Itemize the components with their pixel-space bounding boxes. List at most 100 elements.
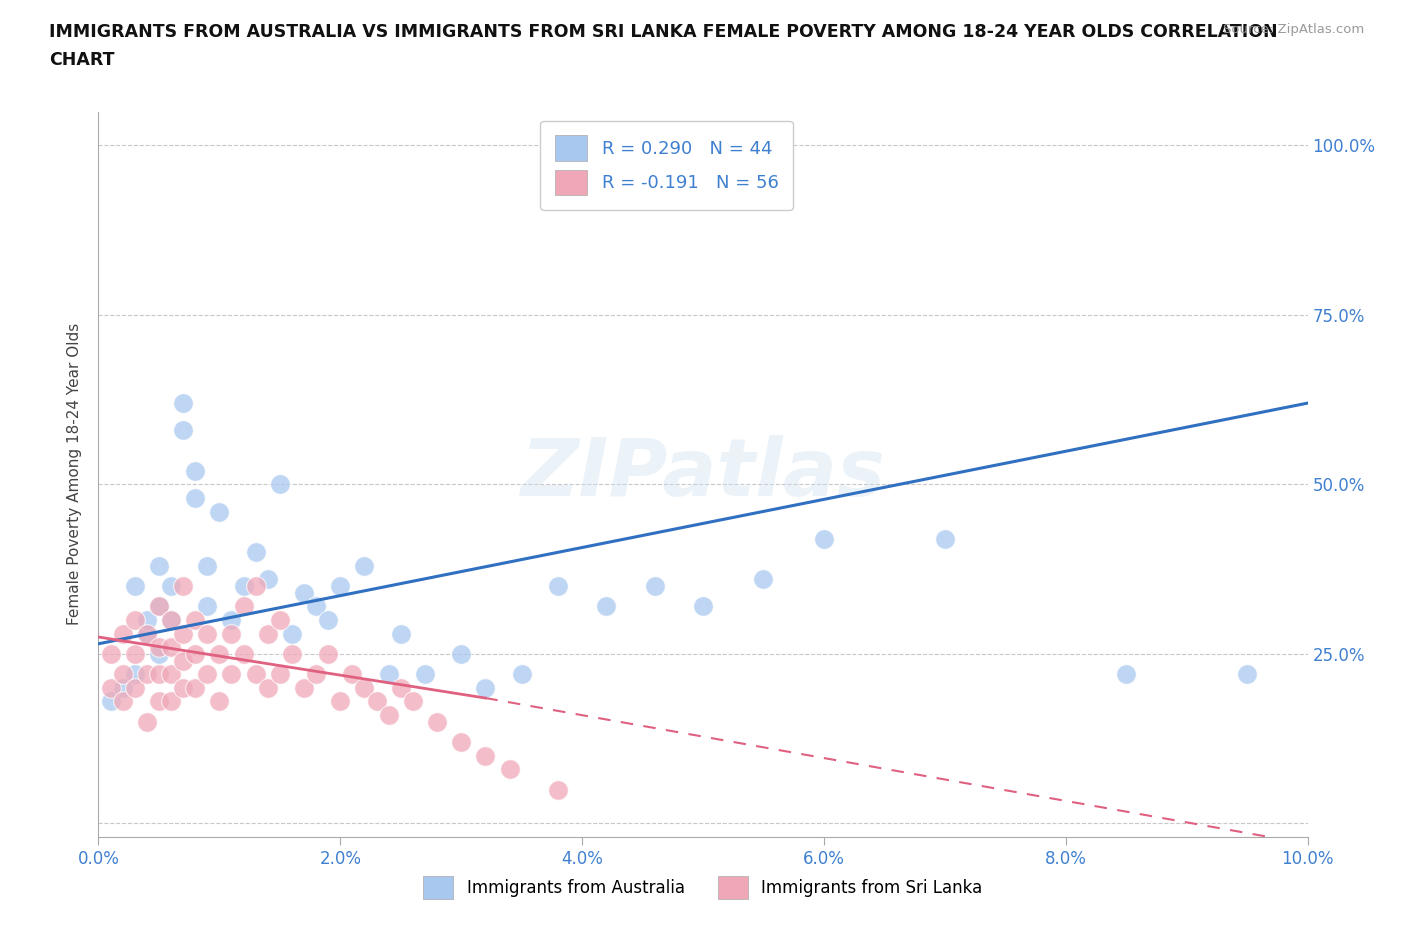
Point <box>813 531 835 546</box>
Point <box>269 613 291 628</box>
Point <box>389 681 412 696</box>
Point <box>124 578 146 593</box>
Point <box>281 626 304 641</box>
Point <box>195 558 218 573</box>
Point <box>752 572 775 587</box>
Point <box>316 646 339 661</box>
Point <box>292 586 315 601</box>
Point <box>208 694 231 709</box>
Point <box>148 640 170 655</box>
Point <box>148 646 170 661</box>
Point <box>256 626 278 641</box>
Point <box>195 667 218 682</box>
Point <box>172 681 194 696</box>
Point <box>644 578 666 593</box>
Point <box>232 599 254 614</box>
Point <box>413 667 436 682</box>
Point <box>208 646 231 661</box>
Point <box>124 681 146 696</box>
Point <box>172 626 194 641</box>
Point <box>172 423 194 438</box>
Point <box>474 749 496 764</box>
Point <box>160 613 183 628</box>
Point <box>256 572 278 587</box>
Point <box>292 681 315 696</box>
Point <box>148 599 170 614</box>
Point <box>232 646 254 661</box>
Point <box>402 694 425 709</box>
Point <box>269 477 291 492</box>
Point <box>329 578 352 593</box>
Point <box>245 545 267 560</box>
Point <box>172 653 194 668</box>
Point <box>124 667 146 682</box>
Text: Source: ZipAtlas.com: Source: ZipAtlas.com <box>1223 23 1364 36</box>
Point <box>389 626 412 641</box>
Point <box>232 578 254 593</box>
Point <box>245 667 267 682</box>
Point <box>135 613 157 628</box>
Point <box>221 667 243 682</box>
Point <box>269 667 291 682</box>
Point <box>329 694 352 709</box>
Point <box>148 599 170 614</box>
Point <box>474 681 496 696</box>
Point <box>934 531 956 546</box>
Point <box>184 681 207 696</box>
Point <box>184 613 207 628</box>
Point <box>160 578 183 593</box>
Point <box>135 714 157 729</box>
Point <box>111 626 134 641</box>
Point <box>450 735 472 750</box>
Point <box>160 640 183 655</box>
Point <box>547 782 569 797</box>
Point <box>221 626 243 641</box>
Point <box>316 613 339 628</box>
Point <box>342 667 364 682</box>
Point <box>305 599 328 614</box>
Point <box>510 667 533 682</box>
Point <box>111 694 134 709</box>
Text: IMMIGRANTS FROM AUSTRALIA VS IMMIGRANTS FROM SRI LANKA FEMALE POVERTY AMONG 18-2: IMMIGRANTS FROM AUSTRALIA VS IMMIGRANTS … <box>49 23 1278 41</box>
Point <box>135 626 157 641</box>
Point <box>100 694 122 709</box>
Point <box>547 578 569 593</box>
Point <box>221 613 243 628</box>
Text: ZIPatlas: ZIPatlas <box>520 435 886 513</box>
Point <box>426 714 449 729</box>
Point <box>498 762 520 777</box>
Point <box>100 681 122 696</box>
Text: CHART: CHART <box>49 51 115 69</box>
Point <box>692 599 714 614</box>
Point <box>184 463 207 478</box>
Point <box>450 646 472 661</box>
Point <box>100 646 122 661</box>
Legend: R = 0.290   N = 44, R = -0.191   N = 56: R = 0.290 N = 44, R = -0.191 N = 56 <box>540 121 793 209</box>
Point <box>245 578 267 593</box>
Point <box>160 694 183 709</box>
Point <box>208 504 231 519</box>
Point <box>111 681 134 696</box>
Point <box>172 578 194 593</box>
Point <box>148 667 170 682</box>
Point <box>305 667 328 682</box>
Point <box>377 708 399 723</box>
Point <box>160 667 183 682</box>
Point <box>184 646 207 661</box>
Point <box>184 491 207 506</box>
Point <box>148 694 170 709</box>
Point <box>281 646 304 661</box>
Point <box>353 558 375 573</box>
Point <box>353 681 375 696</box>
Point <box>172 395 194 410</box>
Point <box>256 681 278 696</box>
Point <box>160 613 183 628</box>
Point <box>135 626 157 641</box>
Point <box>124 646 146 661</box>
Point <box>377 667 399 682</box>
Y-axis label: Female Poverty Among 18-24 Year Olds: Female Poverty Among 18-24 Year Olds <box>67 324 83 626</box>
Point <box>111 667 134 682</box>
Point <box>195 599 218 614</box>
Point <box>195 626 218 641</box>
Point <box>124 613 146 628</box>
